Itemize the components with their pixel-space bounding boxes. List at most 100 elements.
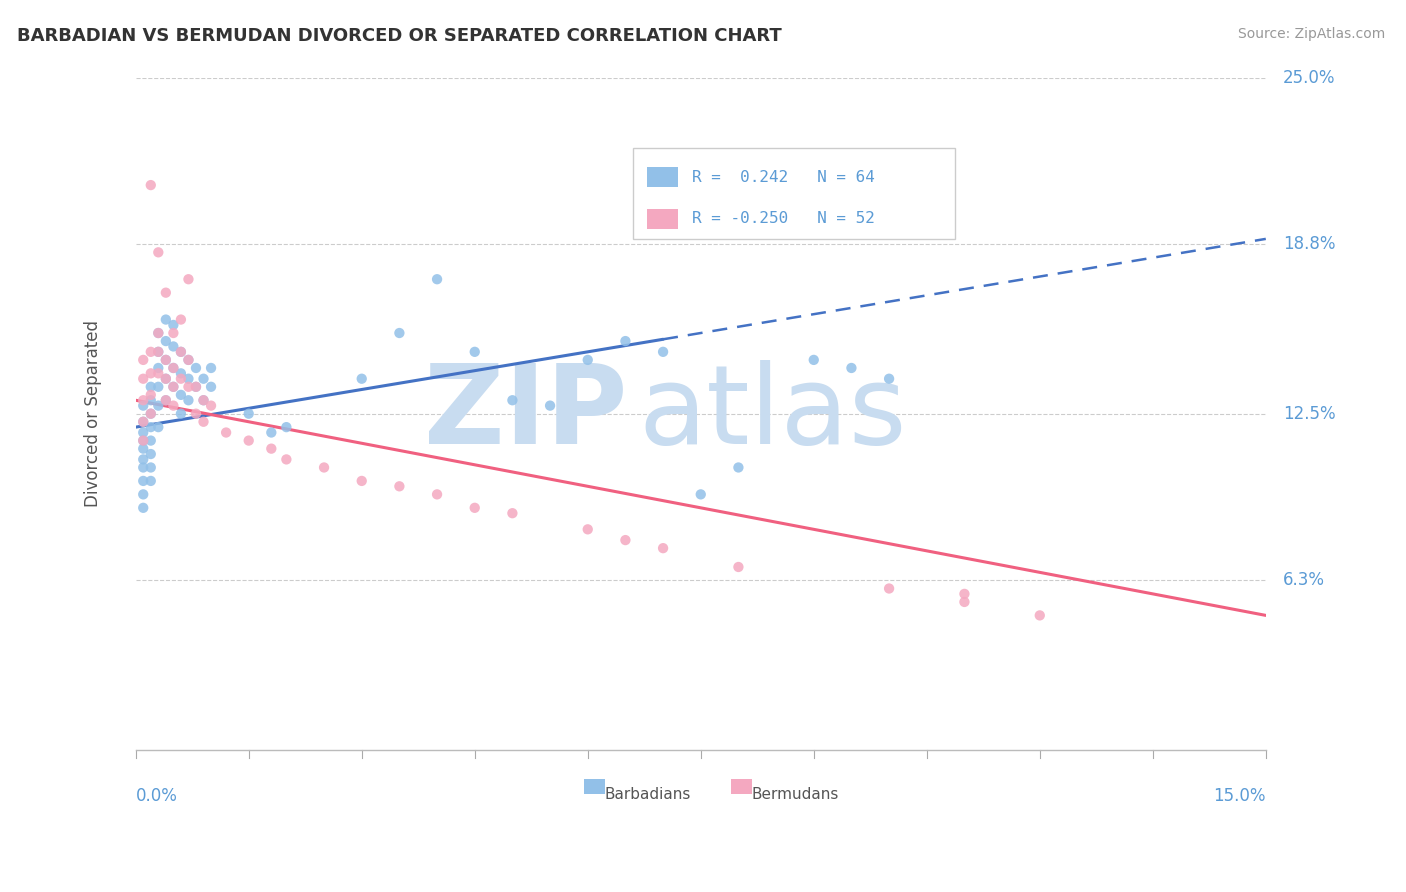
Point <box>312 460 335 475</box>
Point <box>132 372 155 386</box>
Point <box>162 361 184 376</box>
Point <box>803 352 825 367</box>
Point <box>200 380 222 394</box>
Point <box>139 460 162 475</box>
Point <box>155 312 177 326</box>
FancyBboxPatch shape <box>585 779 605 794</box>
Point <box>155 352 177 367</box>
Point <box>170 344 193 359</box>
Point <box>464 344 486 359</box>
Point <box>155 372 177 386</box>
Point <box>162 380 184 394</box>
Point <box>215 425 238 440</box>
Point <box>162 339 184 353</box>
Point <box>148 326 170 340</box>
Text: BARBADIAN VS BERMUDAN DIVORCED OR SEPARATED CORRELATION CHART: BARBADIAN VS BERMUDAN DIVORCED OR SEPARA… <box>17 27 782 45</box>
Point <box>170 407 193 421</box>
Point <box>200 361 222 376</box>
Point <box>132 399 155 413</box>
Point <box>139 344 162 359</box>
Point <box>162 318 184 332</box>
Text: R = -0.250   N = 52: R = -0.250 N = 52 <box>692 211 875 227</box>
Point <box>162 361 184 376</box>
Point <box>576 352 599 367</box>
Point <box>139 447 162 461</box>
FancyBboxPatch shape <box>647 167 678 187</box>
Point <box>139 380 162 394</box>
Point <box>388 326 411 340</box>
Point <box>727 460 749 475</box>
Point <box>614 533 637 547</box>
Text: ZIP: ZIP <box>425 360 627 467</box>
Point <box>614 334 637 348</box>
Point <box>148 245 170 260</box>
Point <box>132 415 155 429</box>
Point <box>139 407 162 421</box>
Point <box>155 372 177 386</box>
Point <box>170 388 193 402</box>
Point <box>953 587 976 601</box>
Point <box>139 420 162 434</box>
Point <box>501 393 523 408</box>
Point <box>841 361 863 376</box>
Point <box>139 367 162 381</box>
Point <box>238 434 260 448</box>
Point <box>170 312 193 326</box>
Point <box>260 442 283 456</box>
FancyBboxPatch shape <box>647 209 678 229</box>
Point <box>132 474 155 488</box>
Point <box>139 434 162 448</box>
Point <box>184 380 207 394</box>
Text: 6.3%: 6.3% <box>1282 572 1324 590</box>
Point <box>132 415 155 429</box>
Point <box>139 393 162 408</box>
Point <box>464 500 486 515</box>
Point <box>155 393 177 408</box>
Point <box>162 399 184 413</box>
Point <box>170 344 193 359</box>
Point <box>727 560 749 574</box>
Point <box>426 272 449 286</box>
Point <box>426 487 449 501</box>
FancyBboxPatch shape <box>633 148 955 239</box>
Point <box>576 522 599 536</box>
Point <box>1029 608 1052 623</box>
FancyBboxPatch shape <box>731 779 752 794</box>
Point <box>132 442 155 456</box>
Point <box>177 352 200 367</box>
Point <box>953 595 976 609</box>
Point <box>162 380 184 394</box>
Point <box>652 344 675 359</box>
Point <box>184 361 207 376</box>
Point <box>139 407 162 421</box>
Point <box>276 452 298 467</box>
Point <box>155 352 177 367</box>
Text: atlas: atlas <box>638 360 907 467</box>
Text: Bermudans: Bermudans <box>752 787 839 802</box>
Point <box>177 372 200 386</box>
Point <box>170 372 193 386</box>
Point <box>350 372 373 386</box>
Point <box>139 388 162 402</box>
Point <box>184 380 207 394</box>
Text: 0.0%: 0.0% <box>136 787 177 805</box>
Point <box>193 415 215 429</box>
Point <box>132 425 155 440</box>
Text: 18.8%: 18.8% <box>1282 235 1336 253</box>
Point <box>177 352 200 367</box>
Point <box>388 479 411 493</box>
Text: Divorced or Separated: Divorced or Separated <box>84 320 101 508</box>
Text: 25.0%: 25.0% <box>1282 69 1336 87</box>
Point <box>177 380 200 394</box>
Point <box>148 326 170 340</box>
Point <box>177 393 200 408</box>
Text: Barbadians: Barbadians <box>605 787 692 802</box>
Point <box>877 582 900 596</box>
Point <box>148 380 170 394</box>
Point <box>689 487 711 501</box>
Point <box>170 367 193 381</box>
Point <box>132 460 155 475</box>
Point <box>155 285 177 300</box>
Point <box>139 474 162 488</box>
Point <box>193 393 215 408</box>
